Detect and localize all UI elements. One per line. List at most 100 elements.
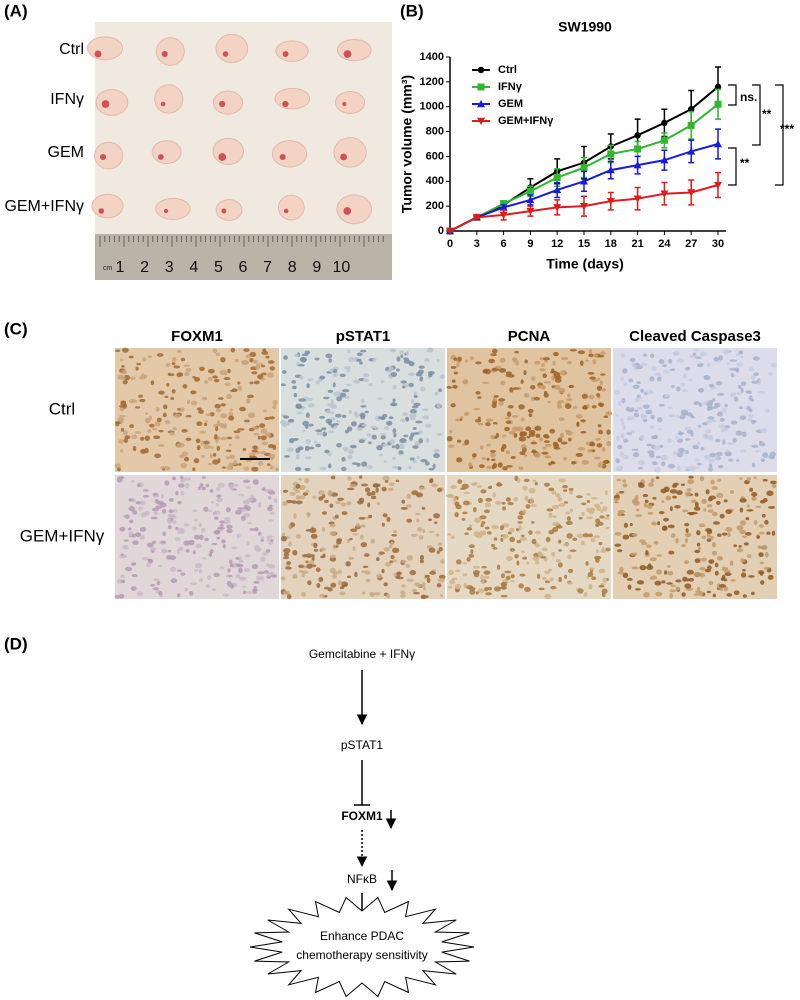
cell bbox=[433, 513, 440, 519]
blood-spot bbox=[99, 153, 107, 161]
cell bbox=[694, 492, 699, 497]
cell bbox=[741, 381, 747, 387]
cell bbox=[257, 531, 262, 536]
cell bbox=[698, 591, 704, 597]
cell bbox=[173, 365, 181, 369]
cell bbox=[175, 526, 179, 531]
cell bbox=[721, 532, 728, 536]
y-tick-label: 600 bbox=[426, 150, 444, 162]
cell bbox=[500, 594, 508, 598]
cell bbox=[188, 590, 194, 596]
cell bbox=[193, 376, 200, 382]
point bbox=[687, 147, 696, 155]
cell bbox=[510, 574, 515, 579]
cell bbox=[474, 517, 482, 523]
cell bbox=[285, 566, 292, 570]
cell bbox=[740, 558, 746, 563]
cell bbox=[372, 357, 377, 362]
cell bbox=[739, 477, 743, 480]
cell bbox=[669, 593, 673, 599]
cell bbox=[708, 399, 714, 405]
cell bbox=[315, 443, 321, 448]
cell bbox=[184, 456, 190, 462]
cell bbox=[329, 523, 336, 528]
cell bbox=[740, 572, 747, 578]
cell bbox=[193, 534, 201, 540]
cell bbox=[258, 502, 262, 508]
cell bbox=[463, 582, 467, 589]
cell bbox=[576, 533, 585, 539]
cell bbox=[669, 506, 673, 512]
cell bbox=[298, 495, 306, 500]
cell bbox=[448, 569, 454, 576]
cell bbox=[291, 379, 297, 384]
cell bbox=[193, 458, 200, 464]
cell bbox=[400, 590, 406, 596]
cell bbox=[349, 537, 353, 541]
ruler-number: 10 bbox=[333, 259, 351, 276]
cell bbox=[543, 381, 552, 384]
cell bbox=[558, 576, 562, 583]
cell bbox=[617, 511, 623, 517]
cell bbox=[708, 467, 713, 472]
cell bbox=[293, 437, 299, 441]
cell bbox=[302, 429, 306, 433]
cell bbox=[233, 459, 238, 466]
cell bbox=[525, 426, 532, 432]
cell bbox=[199, 430, 206, 434]
cell bbox=[436, 402, 441, 409]
cell bbox=[253, 432, 260, 436]
point bbox=[661, 119, 668, 127]
cell bbox=[142, 489, 149, 492]
cell bbox=[578, 516, 583, 520]
point bbox=[553, 174, 561, 182]
cell bbox=[455, 589, 460, 592]
cell bbox=[449, 429, 453, 434]
x-axis-label: Time (days) bbox=[546, 256, 624, 272]
cell bbox=[718, 424, 727, 429]
cell bbox=[155, 420, 161, 427]
cell bbox=[675, 538, 679, 544]
cell bbox=[531, 520, 535, 524]
cell bbox=[156, 353, 164, 357]
cell bbox=[681, 592, 686, 597]
row-label: Ctrl bbox=[49, 399, 75, 418]
cell bbox=[120, 553, 124, 556]
tumor bbox=[155, 197, 191, 220]
cell bbox=[400, 354, 404, 359]
cell bbox=[295, 483, 301, 489]
cell bbox=[336, 442, 343, 448]
cell bbox=[456, 457, 463, 463]
point bbox=[526, 195, 535, 204]
cell bbox=[534, 543, 541, 548]
cell bbox=[136, 591, 144, 596]
cell bbox=[286, 447, 295, 452]
cell bbox=[157, 444, 165, 447]
cell bbox=[732, 437, 737, 443]
cell bbox=[257, 374, 264, 380]
cell bbox=[759, 442, 766, 447]
cell bbox=[711, 550, 718, 556]
cell bbox=[251, 563, 259, 570]
cell bbox=[180, 357, 186, 362]
cell bbox=[516, 539, 522, 544]
cell bbox=[629, 357, 636, 363]
cell bbox=[512, 387, 520, 390]
cell bbox=[329, 556, 337, 562]
cell bbox=[269, 416, 275, 420]
cell bbox=[243, 504, 249, 510]
cell bbox=[332, 372, 338, 378]
cell bbox=[650, 557, 657, 562]
cell bbox=[141, 556, 149, 561]
starburst bbox=[249, 896, 475, 998]
cell bbox=[315, 429, 323, 433]
cell bbox=[388, 416, 394, 420]
cell bbox=[360, 524, 366, 528]
cell bbox=[679, 415, 686, 420]
cell bbox=[390, 541, 394, 546]
cell bbox=[580, 430, 587, 434]
cell bbox=[499, 357, 506, 363]
cell bbox=[730, 373, 735, 378]
cell bbox=[228, 415, 235, 421]
cell bbox=[319, 415, 326, 419]
